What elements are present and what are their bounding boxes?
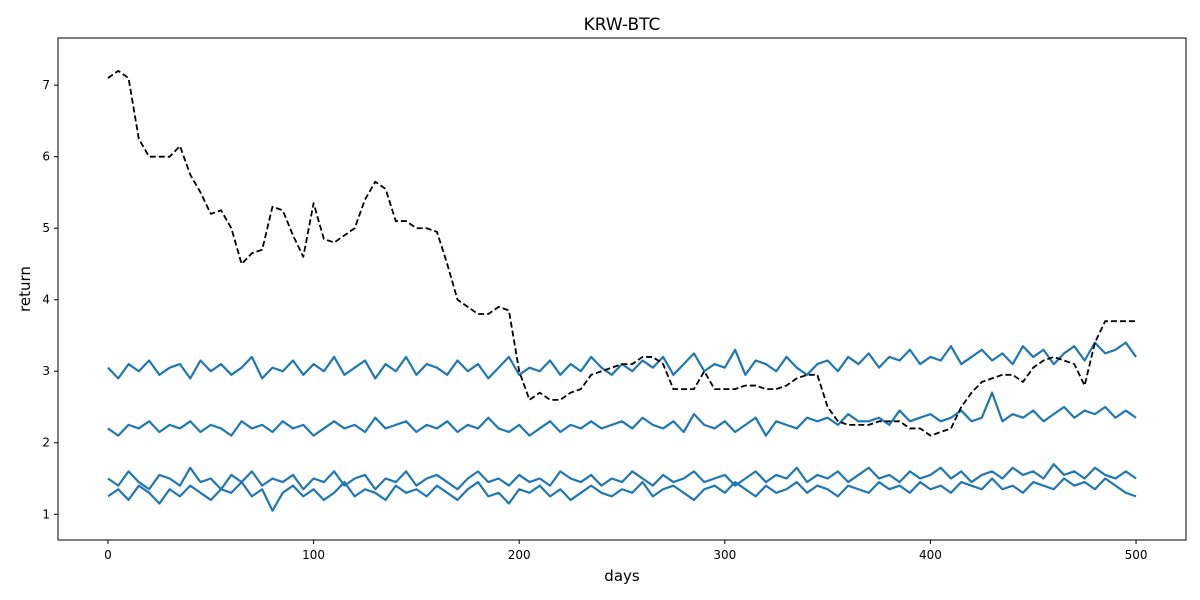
plot-area <box>107 69 1137 512</box>
y-tick-label: 5 <box>42 221 50 235</box>
series-line <box>107 477 1137 512</box>
y-tick-label: 1 <box>42 507 50 521</box>
series-line <box>107 69 1137 437</box>
y-tick-label: 7 <box>42 78 50 92</box>
series-line <box>107 341 1137 380</box>
x-axis-label: days <box>604 567 640 585</box>
x-tick-label: 400 <box>919 548 942 562</box>
y-tick-label: 3 <box>42 364 50 378</box>
y-axis-label: return <box>16 266 34 312</box>
chart-title: KRW-BTC <box>584 15 661 35</box>
x-tick-label: 300 <box>713 548 736 562</box>
y-tick-label: 4 <box>42 293 50 307</box>
y-tick-label: 2 <box>42 436 50 450</box>
x-tick-label: 500 <box>1125 548 1148 562</box>
y-tick-label: 6 <box>42 150 50 164</box>
series-line <box>107 463 1137 491</box>
x-tick-label: 200 <box>508 548 531 562</box>
x-tick-label: 100 <box>302 548 325 562</box>
series-line <box>107 391 1137 437</box>
x-tick-label: 0 <box>104 548 112 562</box>
axes-frame <box>57 37 1187 541</box>
